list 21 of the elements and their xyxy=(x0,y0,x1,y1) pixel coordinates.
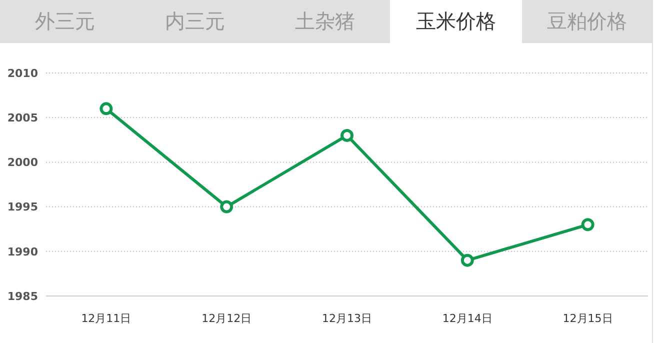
x-tick-label: 12月11日 xyxy=(81,312,132,325)
x-tick-label: 12月13日 xyxy=(322,312,372,325)
y-tick-label: 2005 xyxy=(7,112,38,125)
text: 土杂猪 xyxy=(294,8,356,35)
y-tick-label: 1985 xyxy=(7,290,38,303)
point xyxy=(460,254,474,267)
point xyxy=(220,200,234,214)
y-tick-label: 1995 xyxy=(7,200,38,214)
point xyxy=(581,218,594,232)
text: 玉米价格 xyxy=(390,0,522,43)
y-tick-label: 2000 xyxy=(7,156,38,170)
y-tick-label: 2010 xyxy=(7,66,38,80)
text: 豆粕价格 xyxy=(546,8,628,35)
point xyxy=(340,128,354,142)
text: 内三元 xyxy=(164,8,226,35)
text: 外三元 xyxy=(34,8,96,35)
x-tick-label: 12月15日 xyxy=(562,312,613,325)
x-tick-label: 12月12日 xyxy=(202,312,252,325)
y-tick-label: 1990 xyxy=(7,245,38,258)
x-tick-label: 12月14日 xyxy=(442,312,492,325)
point xyxy=(100,102,113,116)
